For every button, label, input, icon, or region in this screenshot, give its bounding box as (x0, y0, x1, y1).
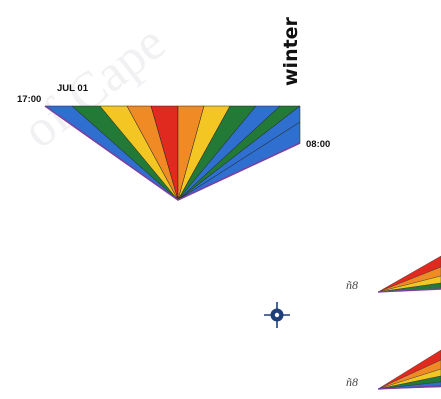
small-fan-icon-1: ñ8 (346, 278, 358, 292)
start-time-label: 17:00 (17, 94, 41, 105)
small-fan-outline (377, 385, 441, 390)
fan-outline (44, 105, 301, 201)
small-fan-row-1 (377, 255, 441, 293)
end-time-label: 08:00 (306, 139, 330, 150)
small-fan-outline (377, 288, 441, 293)
season-label: winter (280, 16, 302, 86)
date-label: JUL 01 (57, 83, 89, 94)
small-fan-row-2 (377, 349, 441, 390)
sun-path-fan (44, 105, 301, 201)
small-fan-icon-2: ñ8 (346, 375, 358, 389)
compass-crosshair-icon (264, 302, 290, 328)
